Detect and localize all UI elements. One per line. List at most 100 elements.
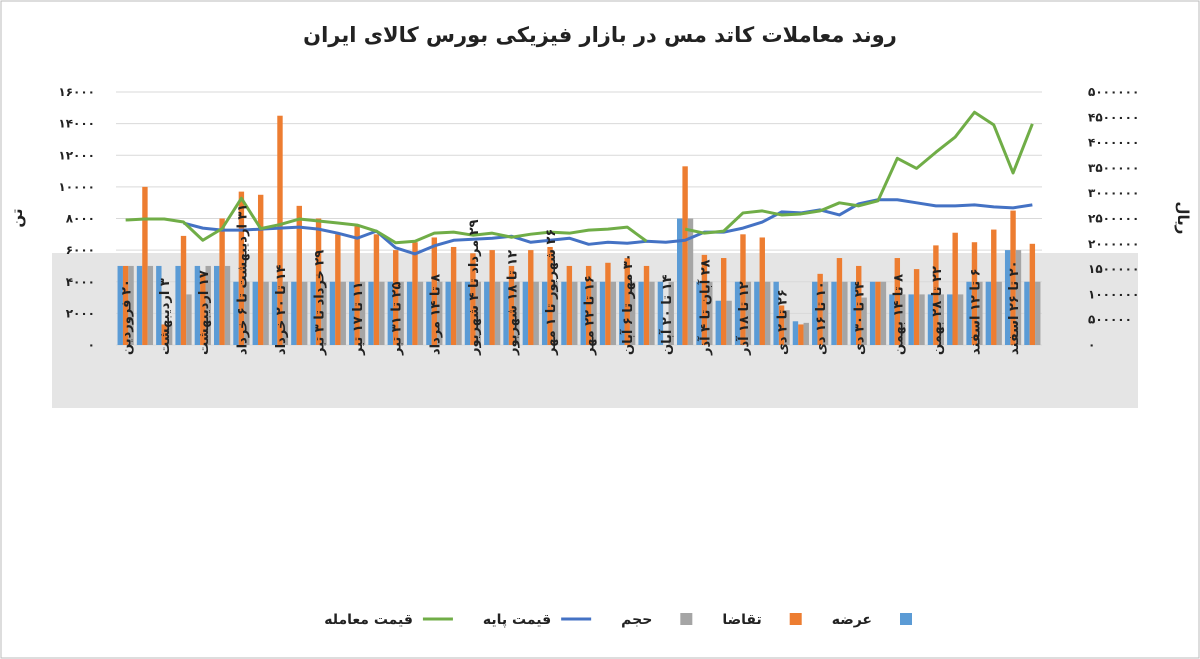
bar [263, 281, 269, 345]
bar [822, 281, 829, 345]
bar [484, 281, 490, 345]
bar [740, 234, 746, 345]
bar [707, 281, 713, 345]
bar [817, 273, 823, 345]
y2-axis-title: ریال [1174, 202, 1192, 235]
bar [1029, 243, 1036, 345]
bar [437, 281, 443, 345]
y2-tick-label: ۵۰۰۰۰۰۰ [1088, 85, 1139, 99]
bar [431, 237, 438, 345]
y-tick-label: ۱۴۰۰۰ [58, 117, 95, 131]
bar [349, 281, 355, 345]
legend-swatch [680, 613, 693, 625]
bar [657, 281, 664, 345]
bar [340, 281, 346, 345]
bar [1024, 281, 1030, 345]
bar [610, 281, 617, 345]
bar [682, 166, 688, 345]
y-tick-label: ۸۰۰۰ [66, 212, 95, 226]
bar [175, 265, 181, 345]
y-tick-label: ۱۰۰۰۰ [58, 180, 95, 194]
bar [778, 305, 785, 345]
bar [957, 294, 964, 345]
bar [889, 294, 895, 345]
y-tick-label: ۴۰۰۰ [66, 275, 95, 289]
bar [522, 281, 529, 345]
x-tick-label: ۲۹ خرداد تا ۳ تیر [313, 250, 328, 356]
bar [629, 281, 636, 345]
y2-tick-label: ۴۰۰۰۰۰۰ [1088, 136, 1139, 150]
bar [971, 242, 978, 345]
bar [773, 281, 779, 345]
bar [301, 281, 308, 345]
chart-title: روند معاملات کاتد مس در بازار فیزیکی بور… [303, 23, 897, 47]
x-tick-label: ۸ تا ۱۴ بهمن [891, 274, 906, 355]
x-tick-label: ۲۰ تا ۲۶ اسفند [1007, 260, 1022, 355]
bar [205, 265, 211, 345]
y-tick-label: ۶۰۰۰ [66, 243, 95, 257]
y2-tick-label: ۳۵۰۰۰۰۰ [1088, 161, 1139, 175]
bar [734, 281, 741, 345]
bar [966, 281, 972, 345]
bar [329, 281, 336, 345]
y2-tick-label: ۰ [1088, 338, 1095, 352]
bar [842, 281, 848, 345]
bar [398, 281, 404, 345]
bar [552, 281, 559, 345]
bar [244, 281, 250, 345]
bar [764, 281, 771, 345]
bar [677, 218, 683, 345]
bar [541, 281, 548, 345]
bar [282, 281, 289, 345]
legend-label: تقاضا [722, 612, 761, 628]
bar [136, 265, 143, 345]
bar [277, 115, 283, 345]
bar [1015, 250, 1022, 345]
bar [952, 232, 958, 345]
x-tick-label: ۲۸ آبان تا ۴ آذر [696, 259, 713, 356]
bar [638, 281, 644, 345]
bar [128, 265, 134, 345]
bar [122, 265, 129, 345]
x-tick-label: ۱۷ اردیبهشت [197, 270, 212, 355]
bar [445, 281, 451, 345]
bar [991, 229, 997, 345]
bar [161, 324, 167, 345]
legend-label: قیمت معامله [324, 612, 413, 628]
bar [919, 294, 925, 345]
bar [668, 281, 674, 345]
bar [566, 265, 573, 345]
x-tick-label: ۲۶ تا ۲ دی [776, 289, 791, 355]
bar [687, 218, 694, 345]
bar [591, 281, 597, 345]
bar [927, 294, 934, 345]
bar [310, 281, 316, 345]
bar [470, 253, 476, 345]
legend-label: عرضه [832, 612, 872, 628]
bar [533, 281, 539, 345]
bar [624, 258, 630, 345]
legend-label: قیمت پایه [483, 612, 551, 628]
x-tick-label: ۲۴ تا ۳۰ دی [853, 281, 868, 355]
bar [194, 265, 201, 345]
bar [1035, 281, 1041, 345]
bar [359, 281, 366, 345]
bar [850, 281, 857, 345]
x-tick-label: ۳ اردیبهشت [158, 278, 173, 355]
x-tick-label: ۱۰ تا ۱۶ دی [814, 281, 829, 355]
x-tick-label: ۲۹ مرداد تا ۴ شهریور [467, 219, 482, 356]
bar [580, 281, 586, 345]
x-tick-label: ۲۵ تا ۳۱ تیر [390, 282, 405, 356]
line [183, 198, 1033, 256]
bar [291, 281, 297, 345]
bar [947, 294, 953, 345]
bar [354, 226, 360, 345]
bar [503, 281, 509, 345]
bar [792, 321, 799, 345]
bar [812, 281, 818, 345]
x-tick-label: ۳۱ اردیبهشت تا ۶ خرداد [235, 204, 250, 355]
bar [996, 281, 1002, 345]
y2-tick-label: ۲۵۰۰۰۰۰ [1088, 212, 1139, 226]
bar [321, 281, 327, 345]
bar [649, 281, 655, 345]
